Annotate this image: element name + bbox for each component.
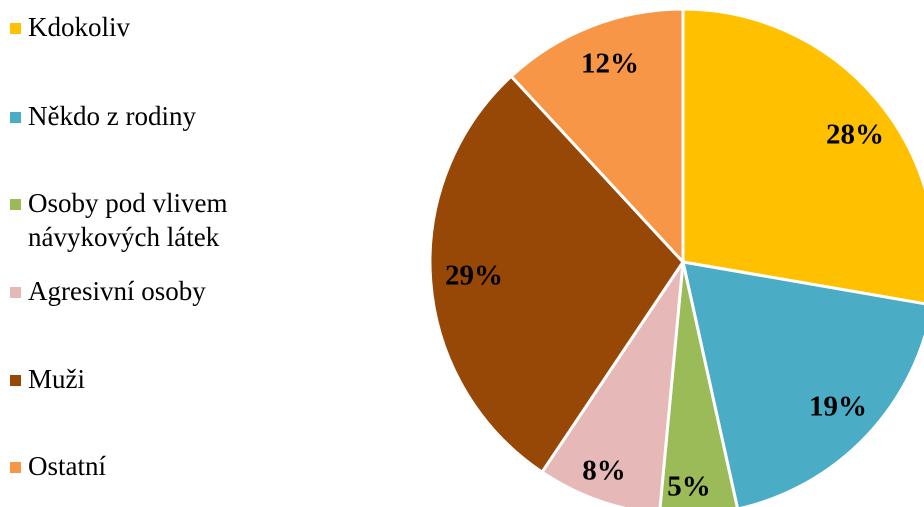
- legend-swatch: [10, 112, 21, 123]
- pie-slice: [658, 260, 739, 507]
- legend-label: Kdokoliv: [28, 12, 131, 42]
- data-label: 12%: [581, 48, 639, 80]
- legend: Kdokoliv Někdo z rodiny Osoby pod vlivem…: [10, 0, 310, 507]
- legend-swatch: [10, 375, 21, 386]
- legend-item-kdokoliv: Kdokoliv: [10, 10, 298, 44]
- data-label: 5%: [667, 471, 711, 503]
- data-label: 29%: [445, 260, 503, 292]
- legend-label: Muži: [28, 364, 85, 394]
- legend-item-nekdo-z-rodiny: Někdo z rodiny: [10, 99, 298, 133]
- pie-slice: [681, 7, 924, 306]
- legend-item-ostatni: Ostatní: [10, 449, 298, 483]
- legend-item-osoby-pod-vlivem: Osoby pod vlivem návykových látek: [10, 186, 298, 254]
- legend-swatch: [10, 462, 21, 473]
- data-label: 8%: [582, 455, 626, 487]
- legend-label: Osoby pod vlivem návykových látek: [28, 188, 228, 252]
- pie-slice: [428, 74, 685, 474]
- legend-swatch: [10, 199, 21, 210]
- pie-slice: [681, 260, 924, 507]
- data-label: 28%: [826, 119, 884, 151]
- legend-swatch: [10, 23, 21, 34]
- legend-label: Agresivní osoby: [28, 276, 206, 306]
- legend-item-agresivni-osoby: Agresivní osoby: [10, 274, 298, 308]
- pie-slice: [540, 260, 685, 507]
- data-label: 19%: [809, 391, 867, 423]
- pie-slice: [509, 7, 685, 264]
- legend-item-muzi: Muži: [10, 362, 298, 396]
- legend-swatch: [10, 287, 21, 298]
- legend-label: Někdo z rodiny: [28, 101, 196, 131]
- legend-label: Ostatní: [28, 451, 106, 481]
